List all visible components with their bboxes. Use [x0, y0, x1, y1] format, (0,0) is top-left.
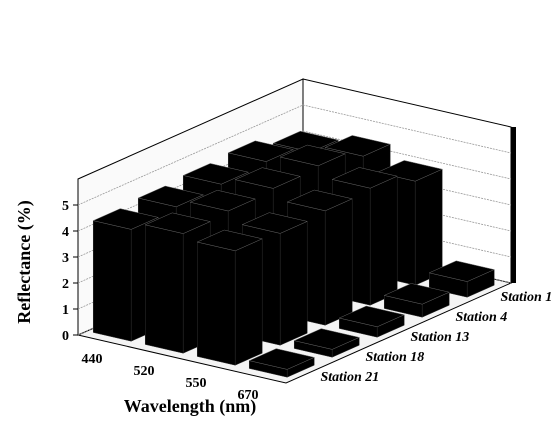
bar: [293, 328, 360, 358]
y-tick-label: 2: [62, 277, 69, 292]
bar-side: [279, 221, 308, 346]
legend-label: Station 4: [456, 310, 508, 325]
bar: [338, 305, 405, 338]
bar-side: [234, 238, 263, 366]
bar-top: [137, 185, 204, 208]
bar-top: [196, 229, 263, 252]
bar-top: [383, 283, 450, 305]
bar-top: [324, 135, 391, 157]
x-tick-label: 440: [82, 352, 103, 367]
y-tick-label: 3: [62, 251, 69, 266]
bar-front: [144, 224, 184, 354]
bar-top: [286, 189, 353, 212]
bar-top: [293, 328, 360, 350]
y-axis-title: Reflectance (%): [14, 200, 35, 323]
bar-top: [227, 140, 294, 162]
x-axis-title: Wavelength (nm): [124, 396, 257, 417]
bar-top: [189, 189, 256, 212]
bar-front: [196, 241, 236, 366]
y-tick-label: 1: [62, 303, 69, 318]
bar-front: [92, 220, 132, 342]
bar-side: [369, 175, 398, 306]
bar-top: [428, 260, 495, 282]
bar-top: [248, 348, 315, 370]
y-tick-label: 4: [62, 225, 69, 240]
x-tick-label: 520: [134, 364, 155, 379]
x-tick-label: 670: [238, 388, 259, 403]
bar: [383, 283, 450, 318]
bar-top: [241, 212, 308, 234]
bar-side: [324, 198, 353, 326]
bar: [196, 229, 263, 366]
bar-top: [279, 144, 346, 167]
y-tick-label: 0: [62, 329, 69, 344]
y-tick-label: 5: [62, 199, 69, 214]
legend-label: Station 13: [411, 330, 470, 345]
x-tick-label: 550: [186, 376, 207, 391]
legend-label: Station 18: [366, 350, 425, 365]
bar: [428, 260, 495, 298]
right-wall-edge: [511, 127, 516, 283]
bar-top: [331, 167, 398, 189]
bar-top: [338, 305, 405, 328]
bar-top: [92, 208, 159, 230]
legend-label: Station 1: [501, 290, 553, 305]
grid-line: [77, 104, 512, 206]
bar-top: [182, 163, 249, 185]
legend-label: Station 21: [321, 370, 380, 385]
bar: [248, 348, 315, 378]
bar-side: [414, 168, 443, 286]
bar-top: [234, 167, 301, 189]
bar-top: [144, 212, 211, 234]
